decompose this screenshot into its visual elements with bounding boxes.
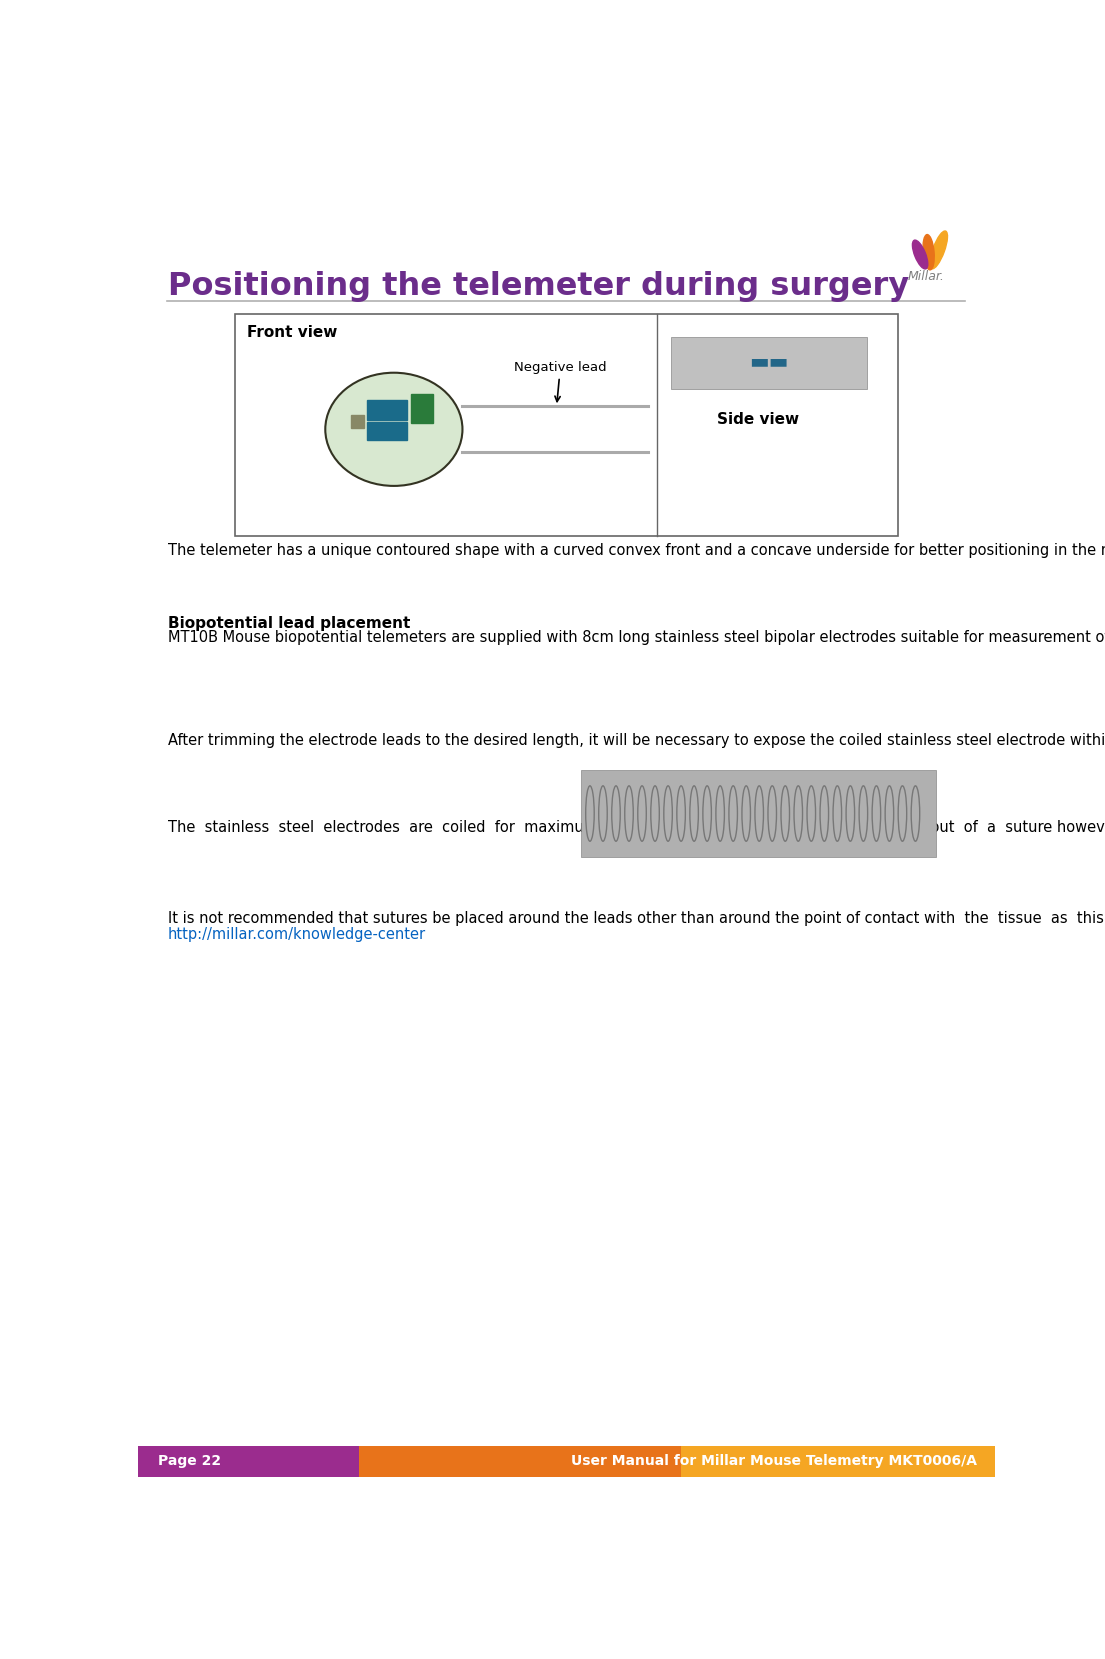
Ellipse shape xyxy=(923,234,934,270)
Bar xyxy=(581,770,936,856)
Text: The  stainless  steel  electrodes  are  coiled  for  maximum strength  and  flex: The stainless steel electrodes are coile… xyxy=(168,821,1105,836)
Bar xyxy=(367,421,407,440)
Text: It is not recommended that sutures be placed around the leads other than around : It is not recommended that sutures be pl… xyxy=(168,911,1105,926)
Text: Positioning the telemeter during surgery: Positioning the telemeter during surgery xyxy=(168,272,908,302)
Bar xyxy=(235,314,897,536)
Text: After trimming the electrode leads to the desired length, it will be necessary t: After trimming the electrode leads to th… xyxy=(168,733,1105,748)
Bar xyxy=(367,400,407,420)
Bar xyxy=(351,415,364,428)
Text: Millar.: Millar. xyxy=(907,270,945,284)
Text: Front view: Front view xyxy=(246,325,337,340)
Text: Biopotential lead placement: Biopotential lead placement xyxy=(168,615,410,630)
Bar xyxy=(138,1445,359,1477)
Text: Side view: Side view xyxy=(717,413,799,428)
Text: MT10B Mouse biopotential telemeters are supplied with 8cm long stainless steel b: MT10B Mouse biopotential telemeters are … xyxy=(168,629,1105,644)
Text: The telemeter has a unique contoured shape with a curved convex front and a conc: The telemeter has a unique contoured sha… xyxy=(168,542,1105,559)
Bar xyxy=(411,393,433,423)
Text: ▬▬: ▬▬ xyxy=(749,352,789,372)
Bar xyxy=(672,337,866,390)
Ellipse shape xyxy=(913,241,928,269)
Bar xyxy=(324,1445,681,1477)
Ellipse shape xyxy=(930,231,947,269)
Text: Page 22: Page 22 xyxy=(158,1453,221,1468)
Bar xyxy=(565,1445,994,1477)
Text: Negative lead: Negative lead xyxy=(514,362,607,401)
Text: http://millar.com/knowledge-center: http://millar.com/knowledge-center xyxy=(168,927,425,942)
Text: User Manual for Millar Mouse Telemetry MKT0006/A: User Manual for Millar Mouse Telemetry M… xyxy=(570,1453,977,1468)
Ellipse shape xyxy=(326,373,462,484)
